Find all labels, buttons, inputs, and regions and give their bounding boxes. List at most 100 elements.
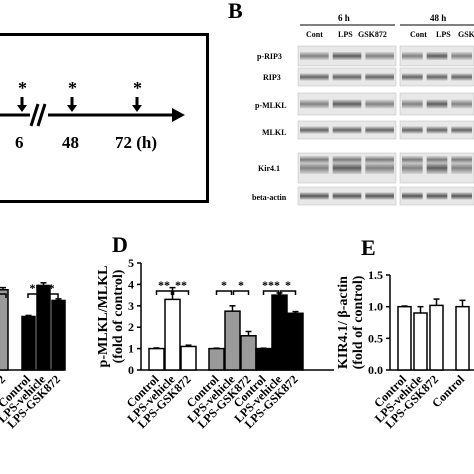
lane-cont-48h: Cont xyxy=(410,30,427,39)
significance-bracket xyxy=(262,290,280,295)
blot-band xyxy=(426,126,448,134)
significance-label: ** xyxy=(158,278,170,292)
star-48h: * xyxy=(68,78,77,98)
y-tick-label: 3 xyxy=(128,299,134,313)
blot-band xyxy=(332,126,362,134)
blot-band xyxy=(402,192,423,200)
blot-band xyxy=(451,156,472,164)
blot-band xyxy=(451,99,472,109)
y-axis-label-unit: (fold of control) xyxy=(111,269,126,363)
row-label-kir41: Kir4.1 xyxy=(258,164,280,173)
blot-band xyxy=(300,192,329,200)
blot-band xyxy=(300,156,329,164)
star-72h: * xyxy=(133,78,142,98)
blot-band xyxy=(426,162,448,174)
y-tick-label: 0 xyxy=(128,363,134,377)
blot-band xyxy=(451,73,472,81)
significance-label: *** xyxy=(262,278,280,292)
blot-band xyxy=(451,126,472,134)
significance-bracket xyxy=(172,290,190,295)
lane-gsk-6h: GSK872 xyxy=(358,30,387,39)
significance-label: * xyxy=(238,278,244,292)
blot-band xyxy=(426,156,448,164)
panel-d-label: D xyxy=(112,232,128,257)
bar xyxy=(413,312,428,371)
blot-band xyxy=(451,192,472,200)
y-tick-label: 2 xyxy=(128,320,134,334)
bar xyxy=(397,305,412,371)
y-axis-label: p-MLKL/MLKL xyxy=(96,266,111,368)
lane-lps-48h: LPS xyxy=(436,30,451,39)
lane-gsk-48h: GSK xyxy=(458,30,474,39)
y-tick-label: 1.5 xyxy=(368,268,383,282)
y-tick-label: 1.0 xyxy=(368,300,383,314)
significance-label: ** xyxy=(175,278,187,292)
y-tick-label: 1 xyxy=(128,342,134,356)
blot-band xyxy=(402,73,423,81)
bar xyxy=(429,304,444,371)
blot-band xyxy=(451,162,472,174)
significance-bracket xyxy=(232,290,250,295)
blot-band xyxy=(365,52,394,60)
blot-band xyxy=(402,162,423,174)
blot-band xyxy=(451,52,472,60)
significance-label: * xyxy=(49,281,55,295)
significance-bracket xyxy=(215,290,233,295)
blot-band xyxy=(426,73,448,81)
y-axis-label-unit: (fold of control) xyxy=(351,275,366,369)
significance-bracket xyxy=(44,293,59,298)
significance-label: ** xyxy=(30,281,42,295)
arrow-72h xyxy=(132,97,142,112)
significance-bracket xyxy=(0,293,7,298)
row-label-p-mlkl: p-MLKL xyxy=(255,101,287,110)
bar xyxy=(455,305,470,371)
group-title-48h: 48 h xyxy=(430,13,447,23)
y-tick-label: 0.5 xyxy=(368,331,383,345)
blot-band xyxy=(365,156,394,164)
blot-band xyxy=(402,126,423,134)
y-tick-label: 5 xyxy=(128,256,134,270)
panel-e-label: E xyxy=(361,235,376,260)
row-label-mlkl: MLKL xyxy=(262,128,287,137)
group-title-6h: 6 h xyxy=(338,13,350,23)
arrow-48h xyxy=(67,97,77,112)
blot-band xyxy=(426,99,448,109)
blot-band xyxy=(332,192,362,200)
timepoint-48: 48 xyxy=(62,133,79,152)
blot-band xyxy=(365,162,394,174)
y-tick-label: 4 xyxy=(128,277,134,291)
lane-cont-6h: Cont xyxy=(306,30,323,39)
blot-band xyxy=(300,126,329,134)
timepoint-72: 72 (h) xyxy=(115,133,158,152)
blot-band xyxy=(300,99,329,109)
row-label-beta-actin: beta-actin xyxy=(252,193,287,202)
lane-lps-6h: LPS xyxy=(338,30,353,39)
blot-band xyxy=(365,126,394,134)
arrow-6h xyxy=(17,97,27,112)
blot-band xyxy=(402,52,423,60)
significance-bracket xyxy=(279,290,297,295)
significance-label: * xyxy=(221,278,227,292)
panel-a-frame xyxy=(0,33,209,203)
blot-band xyxy=(332,162,362,174)
blot-band xyxy=(365,192,394,200)
significance-bracket xyxy=(27,293,44,298)
significance-label: * xyxy=(285,278,291,292)
y-axis-label: KIR4.1/ β-actin xyxy=(336,276,351,369)
blot-band xyxy=(332,156,362,164)
blot-band xyxy=(365,99,394,109)
blot-band xyxy=(426,192,448,200)
blot-band xyxy=(402,156,423,164)
y-tick-label: 0.0 xyxy=(368,363,383,377)
blot-band xyxy=(365,73,394,81)
blot-band xyxy=(300,162,329,174)
star-6h: * xyxy=(18,78,27,98)
blot-band xyxy=(402,99,423,109)
blot-band xyxy=(332,73,362,81)
